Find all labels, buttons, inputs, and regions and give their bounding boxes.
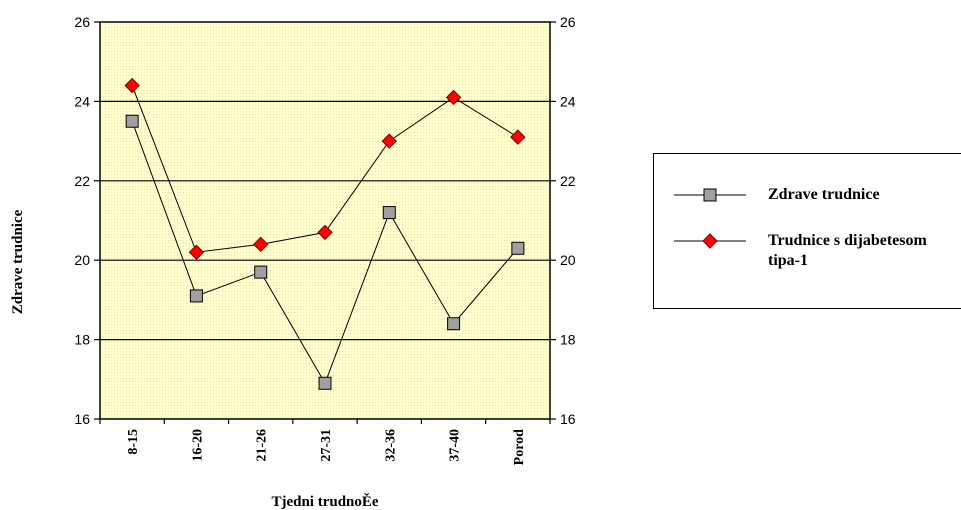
x-tick-label: 21-26 <box>255 429 270 462</box>
y-tick-label-right: 20 <box>560 252 576 268</box>
data-point-diamond <box>445 89 462 106</box>
data-point-diamond <box>124 77 140 94</box>
diamond-marker-icon <box>674 233 746 249</box>
y-tick-label-left: 16 <box>74 411 90 427</box>
y-tick-label-right: 24 <box>560 93 576 109</box>
legend-label-diabetic: Trudnice s dijabetesom tipa-1 <box>768 232 927 269</box>
y-tick-label-right: 26 <box>560 14 576 30</box>
y-tick-label-left: 26 <box>74 14 90 30</box>
x-tick-label: 8-15 <box>126 429 141 455</box>
x-tick-label: Porod <box>512 429 527 466</box>
data-point-diamond <box>317 224 333 241</box>
x-tick-label: 16-20 <box>190 429 205 462</box>
legend-box: Zdrave trudnice Trudnice s dijabetesom t… <box>653 153 961 309</box>
data-point-square <box>125 114 139 128</box>
x-tick-label: 27-31 <box>319 429 334 462</box>
y-tick-label-left: 20 <box>74 252 90 268</box>
legend-label-healthy: Zdrave trudnice <box>768 186 880 203</box>
data-point-diamond <box>381 133 397 149</box>
square-marker-icon <box>674 188 746 202</box>
y-tick-label-right: 18 <box>560 332 576 348</box>
y-tick-label-right: 16 <box>560 411 576 427</box>
data-point-square <box>189 289 203 303</box>
series-layer <box>124 77 526 390</box>
x-tick-label: 37-40 <box>448 429 463 462</box>
y-tick-label-left: 18 <box>74 332 90 348</box>
y-tick-label-left: 22 <box>74 173 90 189</box>
x-axis-title: Tjedni trudnoĚe <box>271 493 378 510</box>
y-tick-label-right: 22 <box>560 173 576 189</box>
y-tick-label-left: 24 <box>74 93 90 109</box>
plot-area <box>99 21 551 420</box>
gridlines <box>100 100 550 341</box>
legend-item-diabetic: Trudnice s dijabetesom tipa-1 <box>674 231 938 271</box>
data-point-square <box>254 265 268 279</box>
data-point-square <box>382 206 396 220</box>
y-axis-title: Zdrave trudnice <box>10 209 26 314</box>
data-point-diamond <box>510 129 526 145</box>
data-point-square <box>318 376 332 390</box>
axis-ticks: 16 16 18 18 20 20 22 22 24 24 26 26 8-15 16-20 21-26 27… <box>74 14 575 465</box>
legend-item-healthy: Zdrave trudnice <box>674 185 938 205</box>
data-point-square <box>511 241 525 255</box>
x-tick-label: 32-36 <box>383 429 398 462</box>
data-point-diamond <box>253 236 269 253</box>
data-point-diamond <box>188 244 205 260</box>
data-point-square <box>447 317 461 331</box>
